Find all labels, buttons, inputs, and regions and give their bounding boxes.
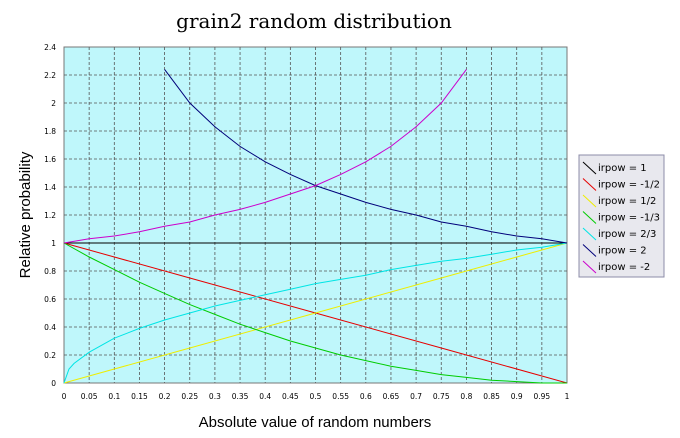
y-tick-label: 0.8	[44, 267, 56, 276]
x-tick-label: 0.65	[383, 392, 400, 401]
legend-swatch	[582, 161, 597, 175]
x-tick-label: 0.55	[332, 392, 349, 401]
series-line	[63, 69, 467, 244]
x-tick-label: 0.95	[533, 392, 550, 401]
series-line	[63, 242, 567, 384]
y-tick-label: 2.2	[44, 71, 56, 80]
y-tick-label: 2.4	[44, 43, 56, 52]
x-tick-label: 0.2	[159, 392, 171, 401]
x-tick-label: 1	[565, 392, 570, 401]
y-tick-label: 0.4	[44, 323, 56, 332]
y-tick-label: 1.2	[44, 211, 56, 220]
legend-label: irpow = 1/2	[598, 196, 656, 207]
grid	[64, 47, 567, 383]
legend-label: irpow = 1	[598, 163, 647, 174]
series-line	[63, 242, 568, 384]
y-tick-label: 0.6	[44, 295, 56, 304]
legend-swatch	[582, 194, 597, 208]
legend-label: irpow = -1/2	[598, 180, 660, 191]
x-tick-label: 0.5	[310, 392, 322, 401]
y-tick-label: 1.6	[44, 155, 56, 164]
y-tick-label: 1	[51, 239, 56, 248]
x-tick-labels: 0 0.05 0.1 0.15 0.2 0.25 0.3 0.35 0.4 0.45 0.5 0.55…	[62, 392, 570, 401]
y-axis-title: Relative probability	[17, 151, 34, 278]
x-tick-label: 0.3	[209, 392, 221, 401]
y-tick-label: 0	[51, 379, 56, 388]
legend: irpow = 1 irpow = -1/2 irpow = 1/2 irpow = …	[578, 154, 665, 278]
legend-items: irpow = 1 irpow = -1/2 irpow = 1/2 irpow = …	[582, 161, 660, 274]
legend-swatch	[582, 227, 597, 241]
x-tick-label: 0.7	[410, 392, 422, 401]
x-tick-label: 0.05	[81, 392, 98, 401]
x-tick-label: 0.15	[131, 392, 148, 401]
series-lines	[63, 69, 568, 384]
y-tick-label: 1.4	[44, 183, 56, 192]
legend-swatch	[582, 178, 597, 191]
x-axis-title: Absolute value of random numbers	[199, 414, 432, 431]
x-tick-label: 0.9	[511, 392, 523, 401]
series-line	[164, 69, 568, 244]
legend-swatch	[582, 260, 597, 274]
legend-swatch	[582, 211, 597, 224]
series-line	[63, 242, 568, 384]
chart-title: grain2 random distribution	[176, 9, 452, 33]
y-tick-label: 1.8	[44, 127, 56, 136]
legend-swatch	[582, 244, 597, 257]
legend-label: irpow = -1/3	[598, 213, 660, 224]
legend-box	[578, 154, 665, 278]
x-tick-label: 0.4	[259, 392, 271, 401]
x-tick-label: 0.45	[282, 392, 299, 401]
x-tick-label: 0.35	[232, 392, 249, 401]
y-tick-labels: 0 0.2 0.4 0.6 0.8 1 1.2 1.4 1.6 1.8 2 2.2 2.4	[44, 43, 56, 388]
x-tick-label: 0.85	[483, 392, 500, 401]
legend-label: irpow = 2	[598, 246, 647, 257]
legend-label: irpow = -2	[598, 262, 650, 273]
legend-label: irpow = 2/3	[598, 229, 656, 240]
x-tick-label: 0.75	[433, 392, 450, 401]
x-tick-label: 0	[62, 392, 67, 401]
x-tick-label: 0.6	[360, 392, 372, 401]
y-tick-label: 2	[51, 99, 56, 108]
y-tick-label: 0.2	[44, 351, 56, 360]
x-tick-label: 0.1	[108, 392, 120, 401]
x-tick-label: 0.8	[460, 392, 472, 401]
x-tick-label: 0.25	[181, 392, 198, 401]
